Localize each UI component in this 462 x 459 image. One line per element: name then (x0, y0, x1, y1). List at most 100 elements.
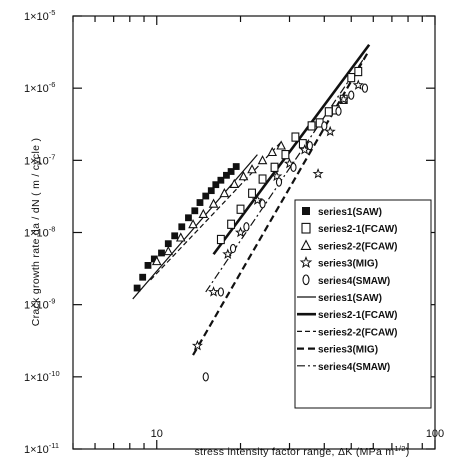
open-oval-marker (321, 121, 328, 131)
legend-label: series3(MIG) (318, 259, 378, 270)
y-tick-mantissa: 1×10 (24, 228, 49, 240)
filled-square-marker (178, 223, 186, 231)
legend-label: series3(MIG) (318, 345, 378, 356)
y-tick-exponent: -5 (49, 8, 56, 17)
filled-square-marker (212, 181, 220, 189)
legend: series1(SAW) series2-1(FCAW) series2-2(FCA… (294, 199, 432, 409)
x-tick-labels: 10 100 (151, 428, 445, 440)
open-triangle-marker (229, 178, 240, 188)
open-oval-marker (217, 287, 224, 297)
y-tick-mantissa: 1×10 (24, 83, 49, 95)
y-tick-label: 1×10-5 (24, 8, 55, 23)
filled-square-marker (191, 207, 199, 215)
filled-square-marker (232, 163, 240, 170)
legend-label: series4(SMAW) (318, 362, 390, 373)
y-tick-exponent: -8 (49, 225, 56, 234)
filled-square-marker (302, 207, 310, 215)
open-square-marker (354, 66, 363, 77)
legend-label: series4(SMAW) (318, 276, 390, 287)
filled-square-marker (202, 192, 210, 200)
open-star-marker (251, 194, 263, 205)
filled-square-marker (223, 171, 230, 179)
data-points (133, 66, 369, 382)
y-tick-mantissa: 1×10 (24, 372, 49, 384)
open-oval-marker (202, 372, 209, 382)
open-star-marker (324, 125, 336, 137)
y-tick-mantissa: 1×10 (24, 444, 49, 456)
open-oval-marker (306, 140, 313, 151)
open-triangle-marker (219, 187, 230, 198)
filled-square-marker (164, 240, 172, 248)
open-oval-marker (243, 222, 250, 232)
open-square-marker (281, 149, 290, 160)
open-square-marker (291, 132, 300, 142)
x-axis-title-main: stress intensity factor range, ΔK (MPa m (194, 446, 394, 458)
open-star-marker (222, 248, 234, 259)
open-square-marker (270, 162, 279, 172)
y-tick-exponent: -6 (49, 80, 56, 89)
open-triangle-marker (276, 140, 286, 150)
open-triangle-marker (247, 164, 257, 174)
open-triangle-marker (208, 198, 219, 208)
y-tick-label: 1×10-10 (24, 369, 60, 384)
open-triangle-marker (163, 245, 174, 256)
x-axis-title: stress intensity factor range, ΔK (MPa m… (194, 444, 409, 458)
legend-label: series2-2(FCAW) (318, 327, 397, 338)
filled-square-marker (207, 187, 215, 195)
open-star-marker (208, 286, 220, 297)
filled-square-marker (150, 255, 158, 263)
open-square-marker (301, 222, 311, 234)
open-triangle-marker (238, 171, 249, 181)
y-tick-exponent: -9 (49, 297, 56, 306)
filled-square-marker (144, 262, 152, 269)
legend-box (294, 199, 432, 409)
open-oval-marker (229, 243, 237, 254)
y-tick-label: 1×10-8 (24, 225, 55, 240)
filled-square-marker (185, 214, 192, 222)
y-tick-mantissa: 1×10 (24, 155, 49, 167)
filled-square-marker (171, 232, 179, 240)
open-oval-marker (290, 162, 297, 172)
filled-square-marker (227, 168, 235, 175)
open-star-marker (312, 167, 324, 179)
open-triangle-marker (300, 239, 312, 250)
x-tick-label: 100 (426, 428, 444, 440)
open-star-marker (191, 339, 203, 351)
open-square-marker (236, 204, 245, 214)
fit-line (212, 43, 371, 255)
y-tick-mantissa: 1×10 (24, 300, 49, 312)
y-axis-title: Crack growth rate da / dN ( m / cycle ) (30, 138, 42, 327)
y-tick-mantissa: 1×10 (24, 11, 49, 23)
fit-line (192, 53, 369, 356)
open-oval-marker (348, 90, 355, 100)
filled-square-marker (158, 249, 165, 257)
open-oval-marker (302, 274, 310, 286)
open-triangle-marker (267, 146, 278, 157)
legend-label: series2-1(FCAW) (318, 310, 397, 321)
open-triangle-marker (198, 208, 209, 219)
open-square-marker (248, 188, 256, 198)
y-tick-exponent: -10 (49, 369, 60, 378)
open-oval-marker (259, 199, 266, 209)
y-tick-label: 1×10-7 (24, 152, 55, 167)
filled-square-marker (139, 273, 147, 281)
open-square-marker (324, 107, 333, 117)
open-oval-marker (335, 106, 342, 116)
open-square-marker (216, 234, 225, 245)
open-square-marker (227, 219, 236, 229)
open-square-marker (307, 121, 316, 131)
open-triangle-marker (151, 255, 162, 266)
open-star-marker (338, 93, 350, 105)
open-oval-marker (361, 83, 369, 93)
legend-items: series1(SAW) series2-1(FCAW) series2-2(FCA… (297, 207, 397, 373)
y-tick-label: 1×10-6 (24, 80, 55, 95)
open-star-marker (234, 226, 247, 238)
x-axis-title-exponent: 1/2 (394, 444, 405, 453)
open-square-marker (258, 174, 267, 184)
legend-label: series2-2(FCAW) (318, 241, 397, 252)
y-tick-exponent: -11 (49, 441, 59, 450)
open-star-marker (283, 157, 296, 169)
y-tick-label: 1×10-9 (24, 297, 55, 312)
x-axis-title-close: ) (406, 446, 410, 458)
open-star-marker (299, 255, 313, 268)
